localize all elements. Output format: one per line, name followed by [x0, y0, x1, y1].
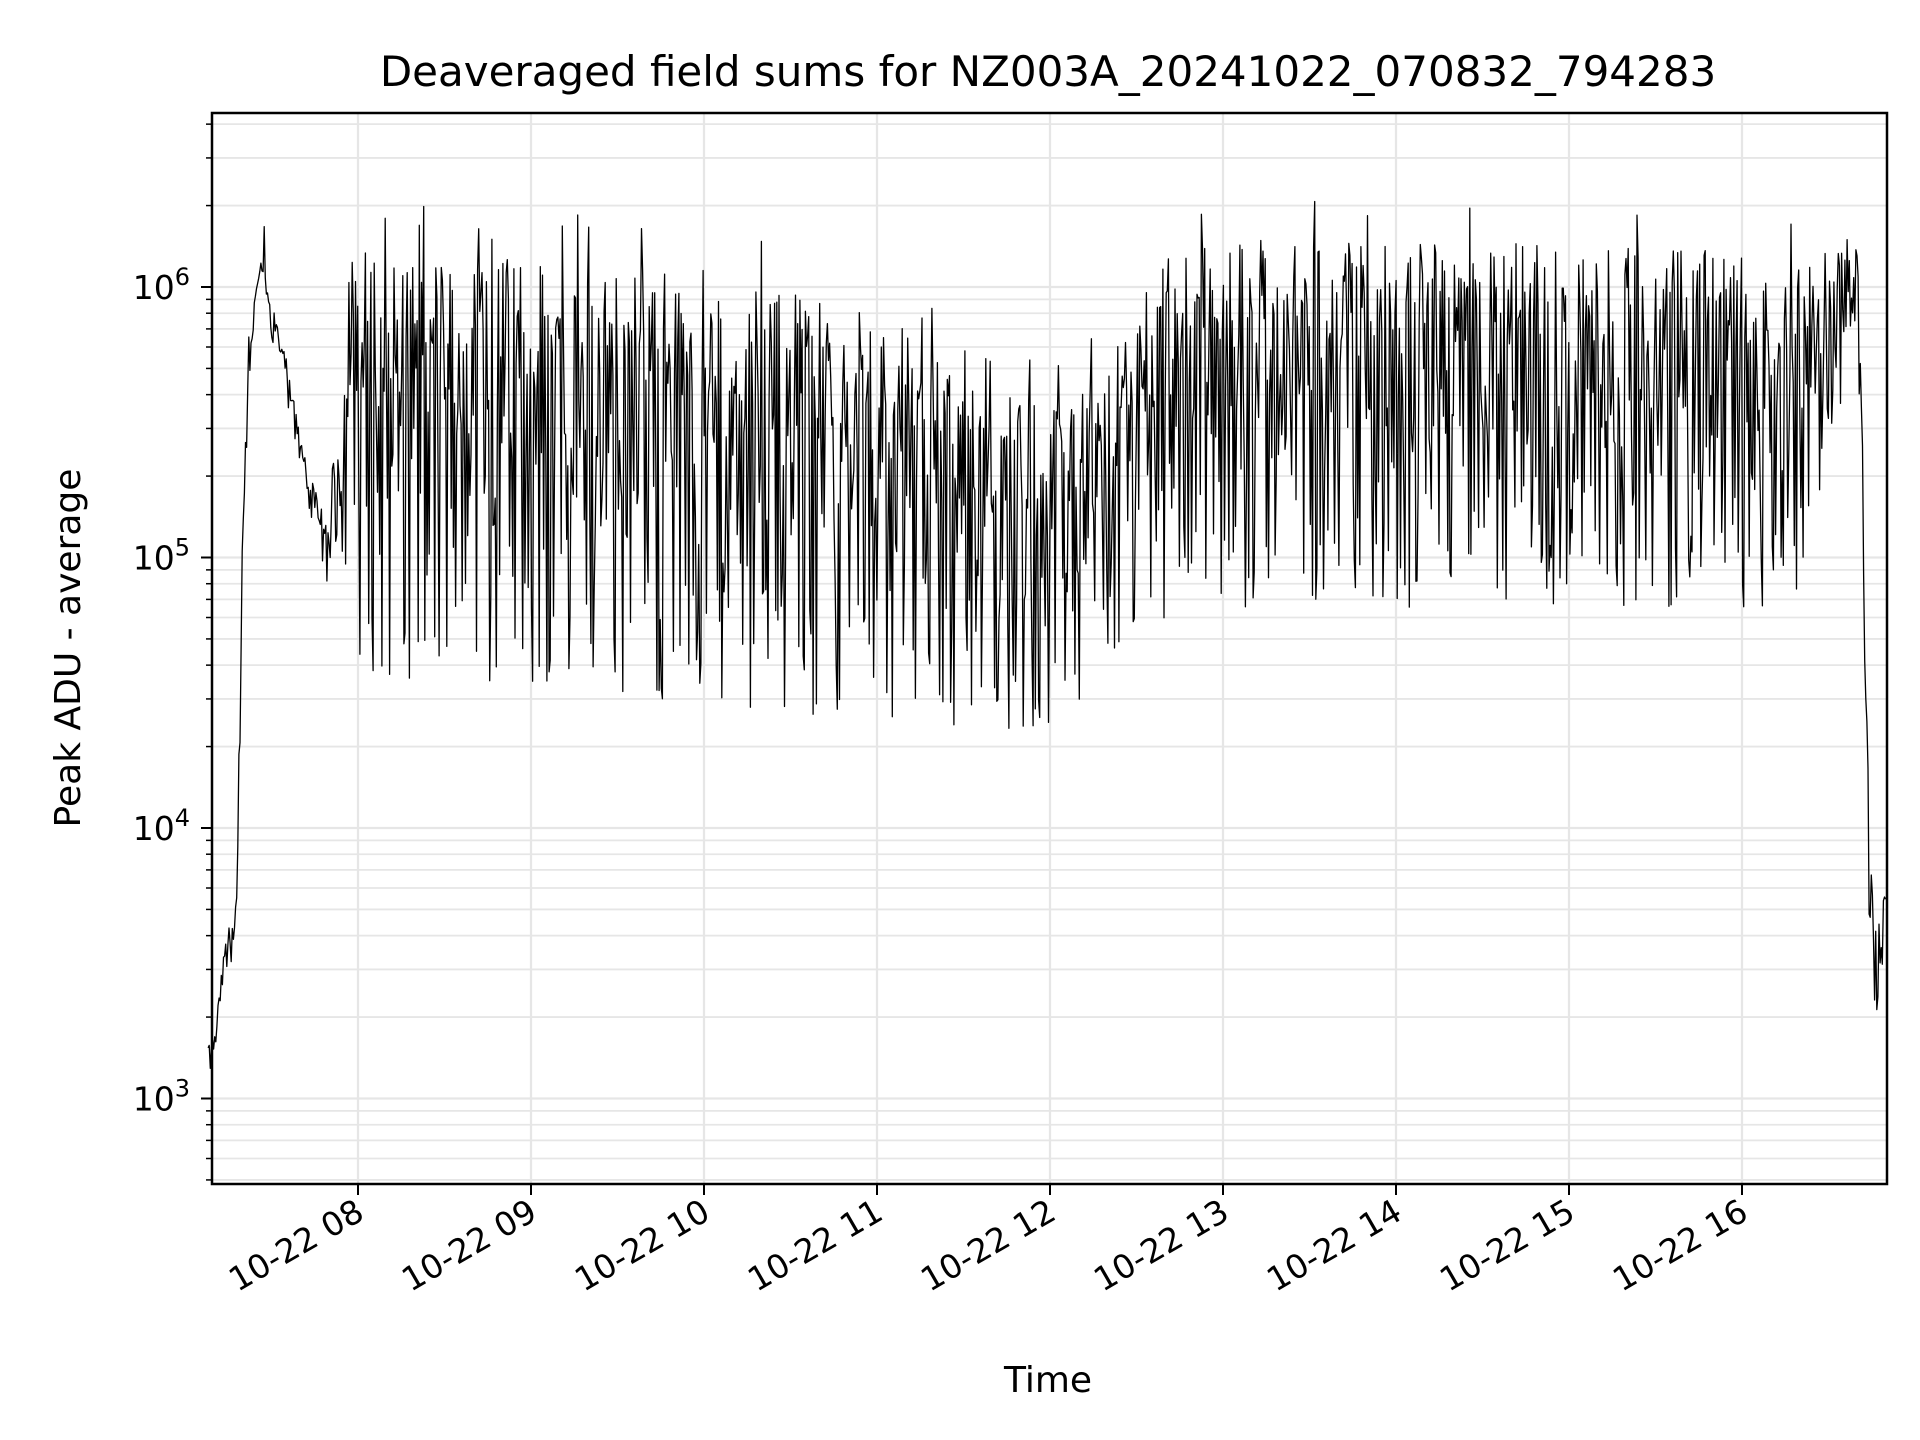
data-series: [207, 200, 1887, 1070]
y-tick-label: 104: [133, 804, 190, 848]
y-tick-label: 105: [133, 534, 190, 578]
x-axis-label: Time: [1003, 1360, 1092, 1401]
y-tick-label: 106: [133, 263, 190, 307]
y-axis: 103 104 105 106: [133, 123, 212, 1181]
chart-title: Deaveraged field sums for NZ003A_2024102…: [380, 47, 1716, 96]
y-tick-label: 103: [133, 1075, 190, 1119]
y-axis-label: Peak ADU - average: [48, 469, 89, 828]
series-line: [207, 200, 1887, 1070]
